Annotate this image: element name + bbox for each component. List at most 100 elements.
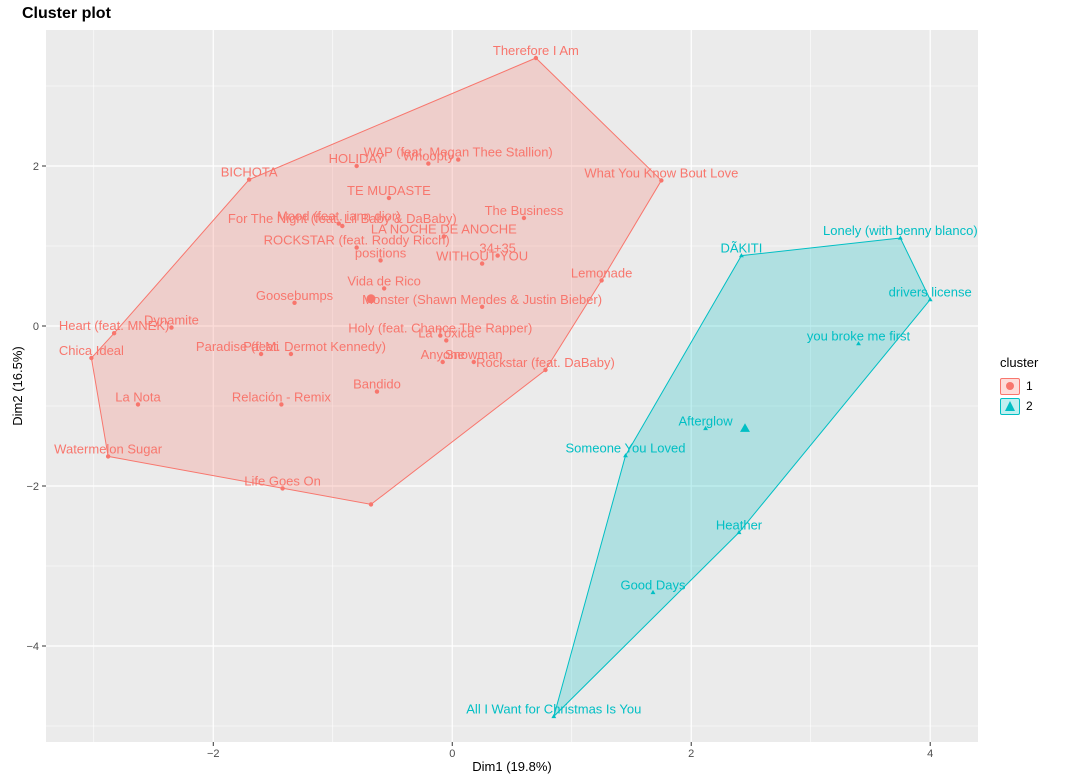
point-label: For The Night (feat. Lil Baby & DaBaby) <box>228 211 457 226</box>
data-point <box>650 589 656 595</box>
point-label: Bandido <box>353 377 401 392</box>
point-label: Lonely (with benny blanco) <box>823 223 978 238</box>
data-point <box>246 177 252 182</box>
point-label: Afterglow <box>678 413 733 428</box>
point-label: LA NOCHE DE ANOCHE <box>371 221 517 236</box>
x-tick-label: 2 <box>688 748 694 760</box>
data-point <box>378 258 383 263</box>
point-label: Chica Ideal <box>59 343 124 358</box>
point-label: WAP (feat. Megan Thee Stallion) <box>364 145 553 160</box>
data-point <box>292 300 297 305</box>
y-tick-label: −2 <box>26 481 39 493</box>
x-tick-label: 4 <box>927 748 933 760</box>
point-label: Life Goes On <box>244 473 321 488</box>
data-point <box>279 402 284 407</box>
point-label: Mood (feat. iann dior) <box>277 209 401 224</box>
cluster-center <box>740 423 750 432</box>
legend-label: 1 <box>1026 379 1033 393</box>
grid-lines <box>46 30 978 742</box>
legend-label: 2 <box>1026 399 1033 413</box>
legend-item-1: 1 <box>1000 376 1038 396</box>
point-label: All I Want for Christmas Is You <box>466 701 641 716</box>
point-label: positions <box>355 245 407 260</box>
point-label: The Business <box>485 203 564 218</box>
data-point <box>441 234 447 239</box>
point-label: Watermelon Sugar <box>54 441 163 456</box>
data-point <box>479 261 485 266</box>
data-point <box>340 223 345 229</box>
y-tick-label: −4 <box>26 641 39 653</box>
data-point <box>444 338 449 343</box>
point-label: DÃKITI <box>720 241 762 256</box>
legend-key-circle-icon <box>1000 377 1020 395</box>
data-point <box>659 178 664 183</box>
point-label: 34+35 <box>479 241 516 256</box>
legend: cluster 1 2 <box>1000 355 1038 416</box>
data-point <box>426 161 431 166</box>
point-label: TE MUDASTE <box>347 183 431 198</box>
point-label: HOLIDAY <box>329 151 385 166</box>
cluster-center <box>366 294 376 304</box>
data-point <box>456 157 461 162</box>
data-point <box>495 253 500 258</box>
data-point <box>381 286 387 291</box>
x-axis-label: Dim1 (19.8%) <box>472 759 551 774</box>
point-label: What You Know Bout Love <box>584 165 738 180</box>
cluster-hull-1 <box>90 57 662 505</box>
data-point <box>927 297 933 302</box>
point-label: Lemonade <box>571 265 632 280</box>
data-point <box>438 333 443 338</box>
data-point <box>479 304 485 309</box>
point-label: Anyone <box>421 347 465 362</box>
legend-item-2: 2 <box>1000 396 1038 416</box>
point-label: Rockstar (feat. DaBaby) <box>476 355 615 370</box>
point-label: you broke me first <box>807 329 911 344</box>
data-point <box>105 454 111 459</box>
data-points <box>89 55 933 719</box>
data-point <box>471 359 476 365</box>
data-point <box>736 529 742 535</box>
point-label: Whoopty <box>403 149 455 164</box>
data-point <box>280 486 285 491</box>
x-tick-label: 0 <box>449 748 455 760</box>
point-label: WITHOUT YOU <box>436 249 528 264</box>
data-point <box>288 351 294 357</box>
y-tick-label: 2 <box>33 161 39 173</box>
data-point <box>623 453 628 458</box>
point-label: Vida de Rico <box>347 273 420 288</box>
point-label: Relación - Remix <box>232 389 331 404</box>
x-tick-label: −2 <box>207 748 220 760</box>
point-label: Monster (Shawn Mendes & Justin Bieber) <box>362 292 602 307</box>
point-label: La Nota <box>115 389 161 404</box>
point-label: La Tóxica <box>418 325 475 340</box>
chart-title: Cluster plot <box>22 5 111 22</box>
point-label: Heather <box>716 517 763 532</box>
data-point <box>258 351 264 357</box>
data-point <box>551 713 557 719</box>
data-point <box>897 235 903 240</box>
y-tick-label: 0 <box>33 321 39 333</box>
data-point <box>521 215 527 221</box>
point-label: drivers license <box>889 285 972 300</box>
data-point <box>354 245 359 250</box>
data-point <box>368 502 374 507</box>
data-point <box>111 331 117 336</box>
data-point <box>703 425 708 431</box>
point-label: Good Days <box>620 577 686 592</box>
point-label: Heart (feat. MNEK) <box>59 318 170 333</box>
data-point <box>856 341 861 346</box>
data-point <box>374 389 380 394</box>
point-label: BICHOTA <box>221 165 278 180</box>
point-label: Goosebumps <box>256 288 334 303</box>
data-point <box>440 359 445 365</box>
point-label: Paradise (feat. Dermot Kennedy) <box>196 339 386 354</box>
data-point <box>354 163 359 169</box>
point-label: Therefore I Am <box>493 43 579 58</box>
data-point <box>336 221 341 226</box>
y-axis-label: Dim2 (16.5%) <box>10 346 25 425</box>
data-point <box>89 355 94 361</box>
point-label: Holy (feat. Chance The Rapper) <box>348 321 532 336</box>
data-point <box>169 325 174 330</box>
data-point <box>543 367 548 373</box>
